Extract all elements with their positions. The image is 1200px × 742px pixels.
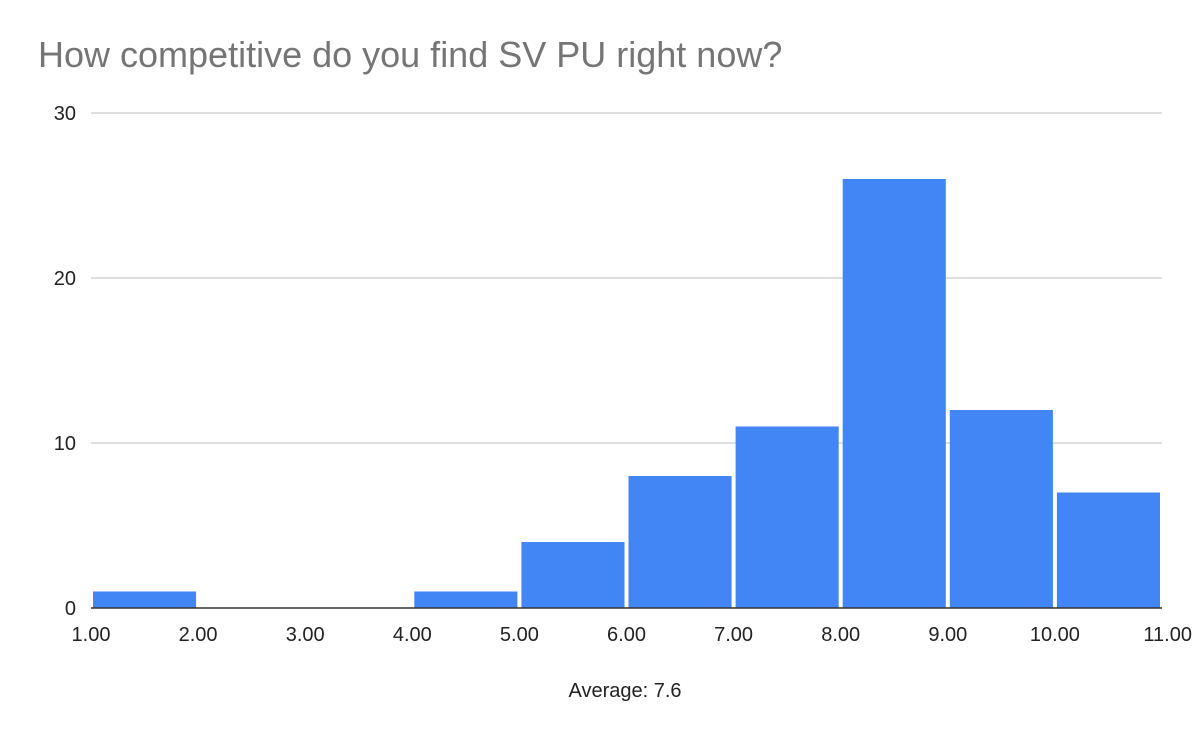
- x-tick-label: 7.00: [714, 624, 753, 646]
- bars: [93, 179, 1160, 608]
- x-tick-label: 1.00: [72, 624, 111, 646]
- bar-3: [414, 591, 518, 608]
- x-tick-label: 9.00: [928, 624, 967, 646]
- bar-8: [949, 410, 1053, 608]
- x-tick-label: 8.00: [821, 624, 860, 646]
- y-tick-label: 10: [54, 433, 76, 455]
- y-tick-label: 30: [54, 103, 76, 125]
- y-tick-label: 0: [65, 598, 76, 620]
- x-tick-label: 4.00: [393, 624, 432, 646]
- chart-title: How competitive do you find SV PU right …: [38, 34, 783, 75]
- x-tick-label: 2.00: [179, 624, 218, 646]
- bar-9: [1056, 492, 1160, 608]
- axes: 0 10 20 30 1.00 2.00 3.00 4.00 5.00 6.00 7.00 8.00 9…: [54, 103, 1192, 646]
- x-tick-label: 6.00: [607, 624, 646, 646]
- x-axis-label: Average: 7.6: [568, 680, 682, 702]
- x-tick-label: 3.00: [286, 624, 325, 646]
- bar-5: [628, 476, 732, 608]
- gridlines: [91, 112, 1162, 444]
- bar-4: [521, 542, 625, 608]
- x-tick-label: 10.00: [1030, 624, 1080, 646]
- bar-7: [842, 179, 946, 608]
- bar-6: [735, 426, 839, 608]
- bar-0: [93, 591, 197, 608]
- x-tick-label: 11.00: [1143, 624, 1192, 646]
- y-tick-label: 20: [54, 268, 76, 290]
- x-tick-label: 5.00: [500, 624, 539, 646]
